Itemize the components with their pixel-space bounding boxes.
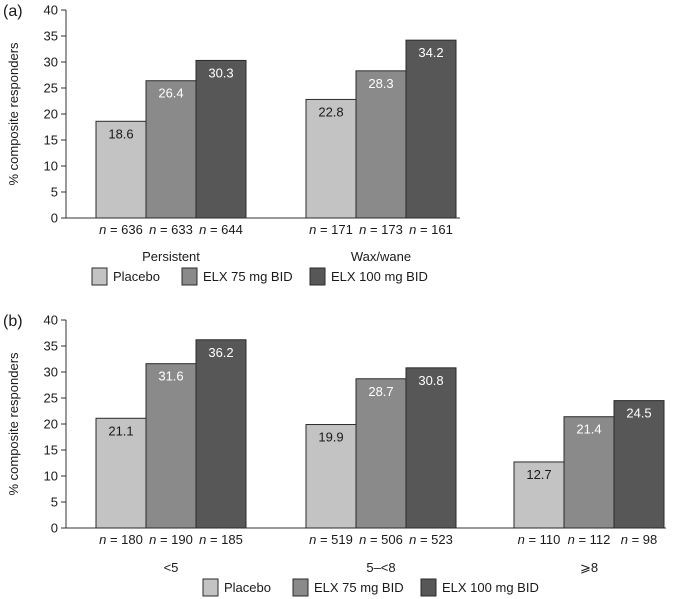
y-tick-label: 0	[51, 521, 58, 536]
bar	[355, 70, 407, 219]
n-count-label: n = 633	[149, 222, 193, 237]
n-count-label: n = 519	[309, 532, 353, 547]
y-tick-label: 35	[44, 339, 58, 354]
bar-value-label: 28.7	[368, 384, 393, 399]
y-tick-label: 30	[44, 365, 58, 380]
bar-value-label: 18.6	[108, 126, 133, 141]
bar	[145, 80, 197, 219]
y-tick-label: 20	[44, 417, 58, 432]
n-count-label: n = 173	[359, 222, 403, 237]
bar-value-label: 34.2	[418, 45, 443, 60]
n-count-label: n = 110	[518, 532, 561, 547]
bar	[405, 39, 457, 219]
n-count-label: n = 636	[99, 222, 143, 237]
category-label: <5	[164, 560, 179, 575]
panel-label: (a)	[3, 3, 23, 20]
bar-value-label: 31.6	[158, 369, 183, 384]
bar-value-label: 30.3	[208, 65, 233, 80]
bar-value-label: 24.5	[626, 406, 651, 421]
bar-value-label: 36.2	[208, 345, 233, 360]
legend-label: ELX 100 mg BID	[442, 580, 539, 595]
category-label: 5–<8	[366, 560, 395, 575]
bar-value-label: 28.3	[368, 76, 393, 91]
legend-swatch	[420, 578, 437, 597]
panel-label: (b)	[3, 313, 23, 330]
y-axis-label: % composite responders	[6, 42, 21, 186]
n-count-label: n = 98	[621, 532, 658, 547]
n-count-label: n = 185	[199, 532, 243, 547]
y-tick-label: 5	[51, 495, 58, 510]
bar	[95, 120, 147, 219]
legend-swatch	[202, 578, 219, 597]
bar	[513, 461, 565, 529]
bar	[305, 98, 357, 219]
chart-panel: (a) % composite responders 0 5 10 15 20 25 30 35 4…	[3, 3, 460, 286]
y-tick-label: 10	[44, 469, 58, 484]
bar-value-label: 22.8	[318, 104, 343, 119]
bar	[195, 339, 247, 529]
legend-swatch	[181, 267, 198, 286]
bar	[305, 424, 357, 529]
y-tick-label: 35	[44, 29, 58, 44]
legend-swatch	[292, 578, 309, 597]
y-tick-label: 5	[51, 185, 58, 200]
bar	[405, 367, 457, 529]
bar-value-label: 26.4	[158, 86, 183, 101]
legend-label: ELX 100 mg BID	[331, 269, 428, 284]
y-tick-label: 10	[44, 159, 58, 174]
legend-swatch	[91, 267, 108, 286]
y-tick-label: 25	[44, 391, 58, 406]
bar	[613, 400, 665, 529]
legend-label: ELX 75 mg BID	[314, 580, 404, 595]
category-label: ⩾8	[580, 560, 598, 575]
bar	[563, 416, 615, 529]
legend-swatch	[309, 267, 326, 286]
legend-label: Placebo	[113, 269, 160, 284]
y-tick-label: 0	[51, 211, 58, 226]
bar	[145, 363, 197, 529]
n-count-label: n = 171	[309, 222, 353, 237]
y-axis-label: % composite responders	[6, 352, 21, 496]
n-count-label: n = 180	[99, 532, 143, 547]
y-tick-label: 30	[44, 55, 58, 70]
n-count-label: n = 523	[409, 532, 453, 547]
n-count-label: n = 190	[149, 532, 193, 547]
bar	[355, 378, 407, 529]
n-count-label: n = 161	[409, 222, 453, 237]
n-count-label: n = 644	[199, 222, 243, 237]
y-tick-label: 40	[44, 313, 58, 328]
chart-panel: (b) % composite responders 0 5 10 15 20 25 30 35 4…	[3, 313, 666, 597]
bar	[95, 417, 147, 529]
category-label: Persistent	[142, 249, 200, 264]
bar-value-label: 19.9	[318, 430, 343, 445]
bar-value-label: 21.4	[576, 422, 601, 437]
bar	[195, 59, 247, 219]
n-count-label: n = 506	[359, 532, 403, 547]
legend-label: ELX 75 mg BID	[203, 269, 293, 284]
y-tick-label: 40	[44, 3, 58, 18]
n-count-label: n = 112	[568, 532, 611, 547]
legend-label: Placebo	[224, 580, 271, 595]
category-label: Wax/wane	[351, 249, 411, 264]
y-tick-label: 25	[44, 81, 58, 96]
y-tick-label: 15	[44, 133, 58, 148]
bar-value-label: 30.8	[418, 373, 443, 388]
bar-value-label: 12.7	[526, 467, 551, 482]
bar-value-label: 21.1	[108, 423, 133, 438]
y-tick-label: 20	[44, 107, 58, 122]
y-tick-label: 15	[44, 443, 58, 458]
